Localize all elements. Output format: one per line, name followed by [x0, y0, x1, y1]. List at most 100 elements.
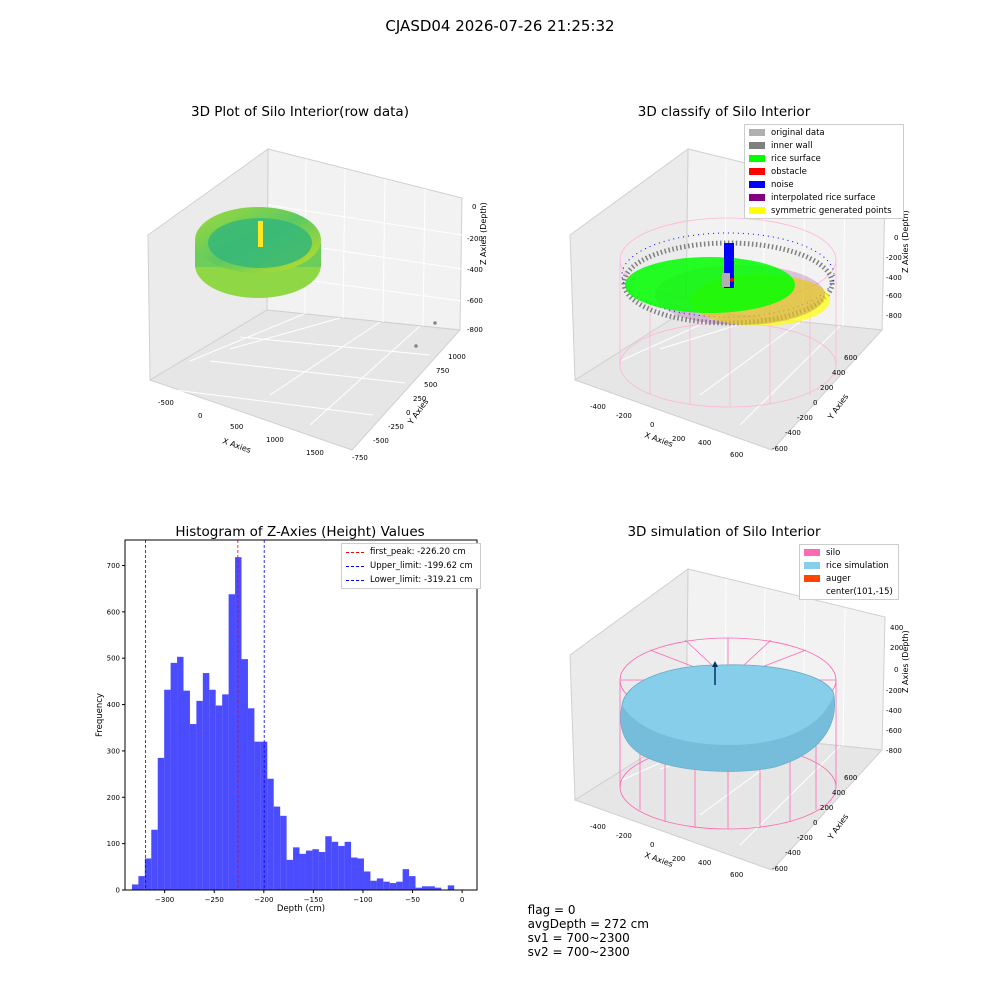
histogram-bar: [396, 881, 403, 890]
svg-text:-750: -750: [352, 454, 368, 462]
svg-text:250: 250: [413, 395, 426, 403]
svg-text:-400: -400: [785, 429, 801, 437]
svg-text:0: 0: [813, 819, 817, 827]
histogram-vlines: [145, 540, 265, 890]
y-tick-label: 100: [107, 840, 120, 848]
svg-text:-200: -200: [886, 687, 902, 695]
panel4-zlabel: Z Axies (Depth): [901, 630, 910, 693]
legend-swatch: [346, 551, 364, 553]
panel3-legend: first_peak: -226.20 cm Upper_limit: -199…: [341, 543, 481, 589]
svg-text:-600: -600: [886, 292, 902, 300]
panel2-y-ticks: 600 400 200 0 -200 -400 -600: [772, 354, 857, 453]
svg-text:-600: -600: [467, 297, 483, 305]
svg-text:-400: -400: [467, 266, 483, 274]
histogram-bar: [241, 659, 248, 890]
histogram-bar: [357, 858, 364, 890]
x-tick-label: −250: [205, 896, 224, 904]
svg-text:0: 0: [894, 666, 898, 674]
legend-swatch: [749, 194, 765, 201]
panel1-xlabel: X Axies: [221, 436, 252, 455]
legend-item: center(101,-15): [804, 585, 894, 598]
panel1-3d-plot: 0 -200 -400 -600 -800 Z Axies (Depth) -5…: [147, 148, 488, 462]
histogram-bar: [196, 700, 203, 890]
svg-text:-200: -200: [797, 834, 813, 842]
panel1-x-ticks: -500 0 500 1000 1500: [158, 399, 324, 457]
legend-item: symmetric generated points: [749, 204, 899, 217]
panel1-outlier-point: [433, 321, 437, 325]
histogram-bar: [351, 857, 358, 890]
svg-text:400: 400: [890, 624, 903, 632]
legend-swatch: [749, 207, 765, 214]
histogram-bar: [202, 673, 210, 890]
x-tick-label: −100: [353, 896, 372, 904]
legend-swatch: [804, 588, 820, 595]
histogram-bar: [267, 778, 274, 890]
histogram-bar: [189, 724, 197, 890]
histogram-bar: [447, 885, 455, 890]
legend-swatch: [804, 562, 820, 569]
svg-text:-250: -250: [388, 423, 404, 431]
histogram-bar: [376, 878, 384, 890]
legend-swatch: [804, 575, 820, 582]
histogram-bar: [286, 859, 294, 890]
histogram-bar: [299, 853, 306, 890]
histogram-bar: [131, 884, 139, 890]
histogram-bar: [383, 881, 390, 890]
histogram-bar: [157, 757, 165, 890]
legend-swatch: [804, 549, 820, 556]
histogram-bar: [409, 876, 416, 890]
svg-text:-400: -400: [886, 707, 902, 715]
svg-text:200: 200: [890, 644, 903, 652]
histogram-bar: [280, 815, 287, 890]
legend-item: original data: [749, 126, 899, 139]
status-footer: flag = 0 avgDepth = 272 cm sv1 = 700~230…: [520, 889, 663, 959]
histogram-bar: [318, 851, 326, 890]
y-tick-label: 0: [116, 887, 120, 895]
histogram-bar: [215, 705, 223, 890]
panel2-ylabel: Y Axies: [826, 392, 851, 422]
histogram-y-ticks: 0 100 200 300 400 500 600 700: [107, 562, 125, 895]
panel4-z-ticks: 400 200 0 -200 -400 -600 -800: [886, 624, 903, 755]
svg-text:-800: -800: [886, 312, 902, 320]
histogram-bar: [222, 694, 229, 890]
panel2-noise-ring: [621, 232, 835, 318]
svg-text:0: 0: [650, 421, 654, 429]
legend-item: first_peak: -226.20 cm: [346, 545, 476, 559]
svg-text:0: 0: [406, 409, 410, 417]
svg-text:600: 600: [844, 354, 857, 362]
panel4-x-ticks: -400 -200 0 200 400 600: [590, 823, 743, 879]
x-tick-label: −50: [405, 896, 420, 904]
histogram-bar: [363, 871, 371, 890]
svg-text:-200: -200: [616, 832, 632, 840]
y-tick-label: 300: [107, 747, 120, 755]
histogram-frame: [124, 539, 478, 891]
legend-label: obstacle: [771, 166, 807, 177]
legend-item: Upper_limit: -199.62 cm: [346, 559, 476, 573]
panel2-noise-column: [724, 243, 734, 288]
svg-text:1000: 1000: [266, 436, 284, 444]
svg-text:0: 0: [198, 412, 202, 420]
sv2-text: sv2 = 700~2300: [527, 945, 630, 959]
legend-label: auger: [826, 573, 851, 584]
svg-text:1000: 1000: [448, 353, 466, 361]
histogram-bar: [305, 850, 313, 890]
legend-swatch: [749, 181, 765, 188]
histogram-bar: [344, 841, 352, 890]
panel1-title: 3D Plot of Silo Interior(row data): [191, 104, 409, 120]
panel3-title: Histogram of Z-Axies (Height) Values: [175, 524, 425, 540]
legend-item: obstacle: [749, 165, 899, 178]
histogram-bar: [331, 841, 339, 890]
panel2-title: 3D classify of Silo Interior: [637, 104, 811, 120]
svg-text:-400: -400: [590, 403, 606, 411]
svg-text:-800: -800: [467, 326, 483, 334]
svg-text:-200: -200: [797, 414, 813, 422]
legend-label: Lower_limit: -319.21 cm: [370, 575, 473, 585]
legend-label: center(101,-15): [826, 586, 893, 597]
panel2-zlabel: Z Axies (Depth): [901, 210, 910, 273]
panel4-legend: silo rice simulation auger center(101,-1…: [799, 544, 899, 600]
histogram-bar: [338, 845, 345, 890]
histogram-bar: [421, 886, 429, 890]
histogram-bar: [254, 741, 261, 890]
svg-text:0: 0: [650, 841, 654, 849]
legend-item: rice surface: [749, 152, 899, 165]
